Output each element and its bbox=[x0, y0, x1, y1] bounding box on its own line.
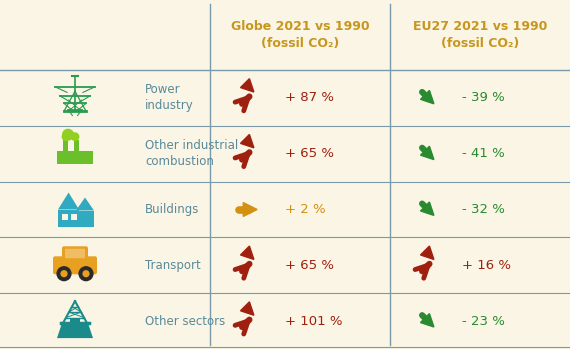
Bar bbox=[70, 318, 80, 324]
Polygon shape bbox=[421, 314, 434, 327]
Text: Power
industry: Power industry bbox=[145, 83, 194, 112]
Circle shape bbox=[83, 270, 89, 277]
Text: - 23 %: - 23 % bbox=[462, 314, 505, 328]
Text: Buildings: Buildings bbox=[145, 203, 200, 216]
Text: - 41 %: - 41 % bbox=[462, 147, 505, 160]
Circle shape bbox=[60, 270, 68, 277]
Polygon shape bbox=[421, 202, 434, 215]
Text: + 101 %: + 101 % bbox=[285, 314, 343, 328]
Text: + 2 %: + 2 % bbox=[285, 203, 325, 216]
Bar bbox=[74, 140, 79, 152]
Bar bbox=[76, 210, 94, 227]
Text: Other industrial
combustion: Other industrial combustion bbox=[145, 139, 238, 168]
Polygon shape bbox=[421, 146, 434, 159]
Polygon shape bbox=[241, 246, 254, 259]
Text: + 65 %: + 65 % bbox=[285, 147, 334, 160]
Polygon shape bbox=[421, 246, 434, 259]
Circle shape bbox=[66, 130, 75, 139]
Circle shape bbox=[62, 132, 71, 141]
Text: + 87 %: + 87 % bbox=[285, 91, 334, 104]
Polygon shape bbox=[58, 193, 79, 209]
Circle shape bbox=[71, 132, 79, 141]
Polygon shape bbox=[243, 202, 257, 216]
Bar bbox=[58, 209, 79, 227]
Text: Other sectors: Other sectors bbox=[145, 314, 225, 328]
Bar bbox=[57, 151, 93, 164]
Polygon shape bbox=[57, 323, 93, 338]
Text: + 16 %: + 16 % bbox=[462, 259, 511, 272]
Polygon shape bbox=[76, 198, 94, 210]
FancyBboxPatch shape bbox=[65, 249, 85, 258]
Polygon shape bbox=[421, 90, 434, 104]
Bar bbox=[62, 214, 68, 220]
Text: Transport: Transport bbox=[145, 259, 201, 272]
Circle shape bbox=[62, 129, 74, 141]
Text: - 39 %: - 39 % bbox=[462, 91, 505, 104]
Text: EU27 2021 vs 1990
(fossil CO₂): EU27 2021 vs 1990 (fossil CO₂) bbox=[413, 20, 547, 50]
Bar bbox=[71, 214, 76, 220]
Bar bbox=[63, 140, 68, 152]
Text: + 65 %: + 65 % bbox=[285, 259, 334, 272]
Circle shape bbox=[56, 266, 72, 281]
FancyBboxPatch shape bbox=[62, 246, 88, 261]
Text: Globe 2021 vs 1990
(fossil CO₂): Globe 2021 vs 1990 (fossil CO₂) bbox=[231, 20, 369, 50]
FancyBboxPatch shape bbox=[53, 256, 97, 274]
Polygon shape bbox=[241, 134, 254, 148]
Circle shape bbox=[79, 266, 93, 281]
Polygon shape bbox=[241, 302, 254, 315]
Polygon shape bbox=[241, 79, 254, 92]
Text: - 32 %: - 32 % bbox=[462, 203, 505, 216]
